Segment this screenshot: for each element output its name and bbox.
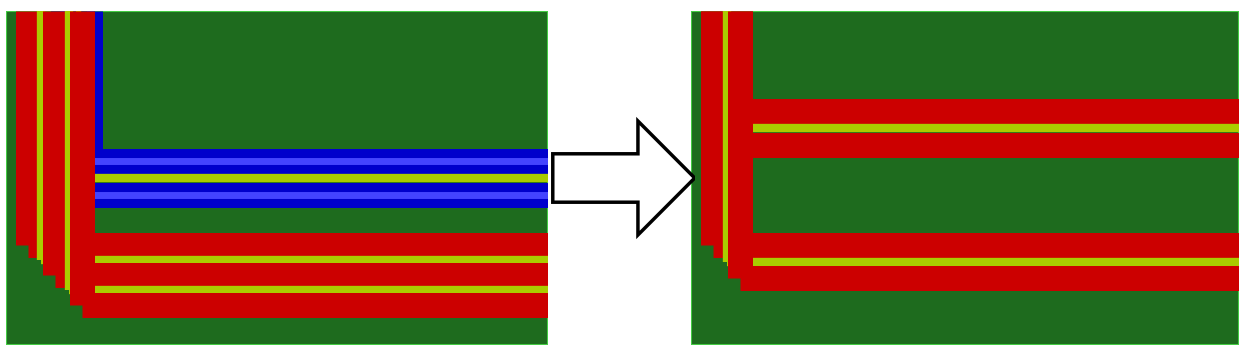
Polygon shape <box>553 121 695 235</box>
